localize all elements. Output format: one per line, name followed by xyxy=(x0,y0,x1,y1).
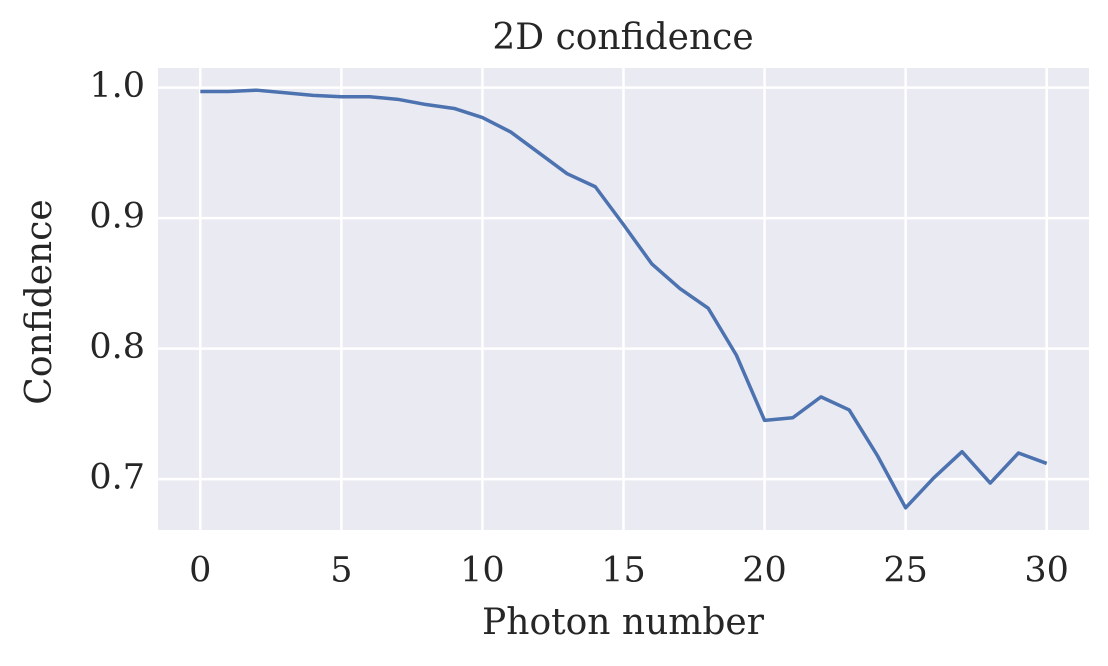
y-axis-label: Confidence xyxy=(19,199,60,404)
y-tick-label: 0.8 xyxy=(89,327,145,367)
x-tick-label: 20 xyxy=(742,551,787,591)
x-tick-label: 25 xyxy=(883,551,928,591)
data-line xyxy=(200,88,1048,510)
x-tick-label: 5 xyxy=(330,551,352,591)
y-tick-label: 0.9 xyxy=(89,197,145,237)
x-tick-label: 30 xyxy=(1024,551,1069,591)
y-tick-label: 1.0 xyxy=(89,66,145,106)
chart-title: 2D confidence xyxy=(492,17,753,58)
x-tick-label: 0 xyxy=(189,551,211,591)
x-tick-label: 15 xyxy=(601,551,646,591)
x-axis-label: Photon number xyxy=(482,602,765,643)
x-tick-label: 10 xyxy=(460,551,505,591)
y-tick-label: 0.7 xyxy=(89,458,145,498)
